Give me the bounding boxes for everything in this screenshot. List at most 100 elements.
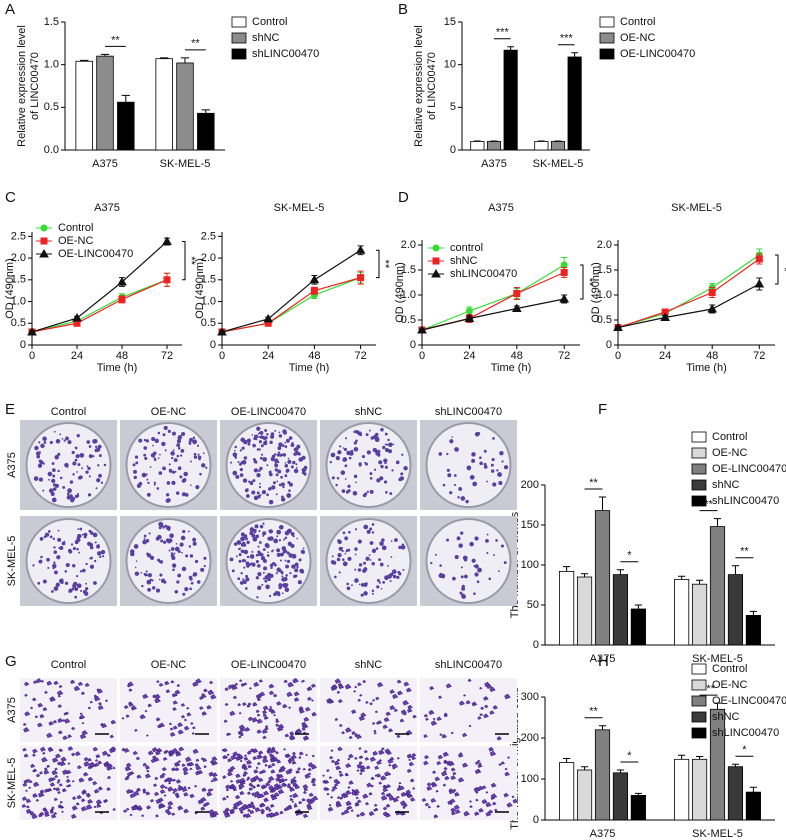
legend-swatch bbox=[599, 16, 615, 28]
y-axis-label: of LINC00470 bbox=[426, 52, 438, 120]
panel-letter: F bbox=[598, 401, 607, 418]
plate bbox=[325, 422, 412, 508]
marker bbox=[40, 237, 48, 245]
legend-swatch bbox=[599, 48, 615, 60]
x-tick-label: SK-MEL-5 bbox=[692, 828, 743, 840]
significance-label: * bbox=[627, 550, 632, 562]
bar bbox=[117, 101, 135, 151]
y-tick-label: 0 bbox=[606, 339, 612, 351]
error-bar bbox=[571, 52, 578, 57]
x-tick-label: 24 bbox=[71, 350, 83, 362]
y-tick-label: 0 bbox=[210, 339, 216, 351]
legend-swatch bbox=[691, 727, 707, 739]
x-axis-label: Time (h) bbox=[491, 362, 532, 374]
legend-label: shNC bbox=[712, 479, 740, 491]
marker bbox=[118, 295, 126, 303]
legend-label: Control bbox=[712, 663, 747, 675]
column-label: shNC bbox=[355, 406, 383, 418]
y-axis-label: of LINC00470 bbox=[29, 52, 41, 120]
marker bbox=[707, 303, 718, 313]
chart-title: SK-MEL-5 bbox=[671, 202, 722, 214]
marker bbox=[513, 290, 521, 297]
x-tick-label: A375 bbox=[92, 158, 118, 170]
legend-label: shLINC00470 bbox=[712, 727, 779, 739]
legend-swatch bbox=[599, 32, 615, 44]
error-bar bbox=[598, 496, 607, 511]
y-tick-label: 0 bbox=[533, 814, 539, 826]
legend-swatch bbox=[691, 663, 707, 675]
marker bbox=[755, 255, 763, 263]
line bbox=[31, 241, 168, 333]
y-tick-label: 2.0 bbox=[401, 239, 416, 251]
y-tick-label: 1.0 bbox=[597, 289, 612, 301]
bar bbox=[691, 583, 708, 646]
bar bbox=[503, 49, 518, 151]
column-label: OE-NC bbox=[151, 406, 187, 418]
legend-label: Control bbox=[58, 222, 93, 234]
bar bbox=[176, 62, 194, 151]
marker bbox=[660, 312, 670, 321]
y-tick-label: 1.0 bbox=[201, 295, 216, 307]
error-bar bbox=[563, 566, 571, 572]
marker bbox=[357, 274, 365, 282]
y-tick-label: 2.0 bbox=[597, 239, 612, 251]
y-tick-label: 0 bbox=[20, 339, 26, 351]
cells bbox=[223, 677, 317, 741]
legend-label: Control bbox=[620, 16, 655, 28]
marker bbox=[310, 287, 318, 295]
marker bbox=[431, 268, 441, 278]
y-tick-label: 100 bbox=[521, 773, 539, 785]
panel-letter: C bbox=[5, 189, 16, 206]
legend-swatch bbox=[691, 431, 707, 443]
x-tick-label: A375 bbox=[590, 828, 616, 840]
panel-letter: A bbox=[5, 1, 15, 18]
y-tick-label: 0.5 bbox=[44, 101, 59, 113]
y-tick-label: 1.5 bbox=[597, 264, 612, 276]
line bbox=[421, 264, 565, 331]
significance-label: *** bbox=[560, 33, 574, 45]
legend-label: Control bbox=[252, 16, 287, 28]
legend-label: shNC bbox=[712, 711, 740, 723]
x-tick-label: 0 bbox=[219, 350, 225, 362]
error-bar bbox=[731, 763, 740, 767]
colonies bbox=[329, 427, 408, 498]
error-bar bbox=[695, 755, 704, 760]
error-bar bbox=[563, 758, 571, 763]
column-label: shLINC00470 bbox=[435, 659, 502, 671]
cells bbox=[421, 746, 519, 819]
legend-label: OE-LINC00470 bbox=[712, 463, 786, 475]
line bbox=[31, 279, 168, 333]
legend-label: OE-NC bbox=[58, 235, 94, 247]
error-bar bbox=[580, 573, 589, 577]
legend-label: shLINC00470 bbox=[712, 495, 779, 507]
chart-title: SK-MEL-5 bbox=[274, 202, 325, 214]
well-photo bbox=[120, 678, 217, 742]
x-tick-label: 72 bbox=[161, 350, 173, 362]
bar bbox=[550, 141, 566, 151]
panel-letter: H bbox=[598, 653, 609, 670]
legend-swatch bbox=[691, 679, 707, 691]
significance-label: * bbox=[778, 267, 786, 272]
y-tick-label: 0.5 bbox=[401, 314, 416, 326]
significance-label: ** bbox=[583, 278, 595, 287]
y-axis-label: OD (490nm) bbox=[4, 258, 16, 319]
marker bbox=[217, 326, 227, 336]
y-tick-label: 15 bbox=[444, 16, 456, 28]
legend-label: shLINC00470 bbox=[252, 48, 319, 60]
x-tick-label: 48 bbox=[511, 350, 523, 362]
y-tick-label: 0.0 bbox=[44, 144, 59, 156]
marker bbox=[464, 313, 475, 322]
marker bbox=[27, 326, 37, 336]
y-axis-label: OD (490nm) bbox=[394, 262, 406, 323]
bar bbox=[75, 60, 93, 151]
y-tick-label: 1.0 bbox=[11, 295, 26, 307]
significance-label: ** bbox=[589, 477, 598, 489]
x-tick-label: 48 bbox=[706, 350, 718, 362]
bar bbox=[727, 766, 744, 821]
error-bar bbox=[634, 792, 642, 796]
bar bbox=[567, 56, 582, 151]
significance-bracket bbox=[182, 241, 186, 281]
bar bbox=[559, 571, 575, 646]
bar bbox=[612, 574, 629, 646]
legend-label: OE-LINC00470 bbox=[620, 48, 695, 60]
